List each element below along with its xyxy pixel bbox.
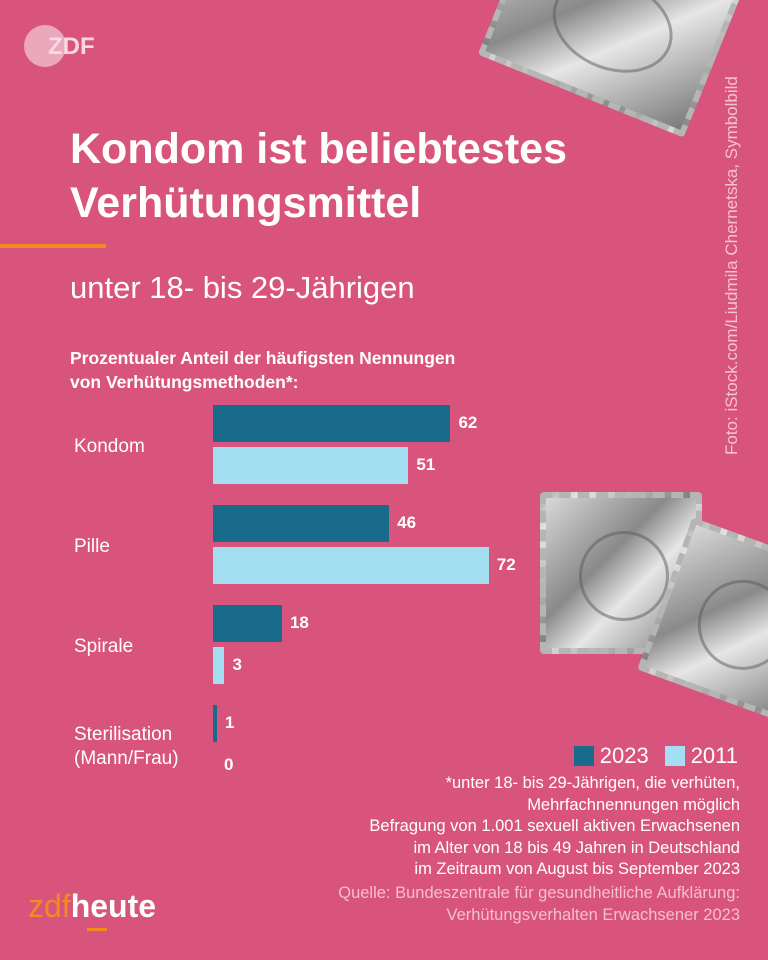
data-label: 62	[458, 413, 478, 432]
logo-heute: heute	[70, 888, 157, 924]
page-title: Kondom ist beliebtestes Verhütungsmittel	[70, 122, 567, 230]
category-label: Kondom	[74, 435, 145, 459]
source: Quelle: Bundeszentrale für gesundheitlic…	[338, 883, 740, 926]
data-label: 0	[224, 755, 234, 774]
bar-2023	[213, 605, 282, 642]
data-label: 18	[289, 613, 309, 632]
data-label: 72	[496, 555, 516, 574]
chart-title-line: Prozentualer Anteil der häufigsten Nennu…	[70, 348, 456, 368]
condom-packet-image	[477, 0, 745, 138]
bar-2011	[213, 547, 489, 584]
bar-2023	[213, 405, 451, 442]
logo-underline	[87, 928, 107, 931]
footnote-line: *unter 18- bis 29-Jährigen, die verhüten…	[445, 774, 740, 792]
chart-title-line: von Verhütungsmethoden*:	[70, 372, 299, 392]
bar-2011	[213, 447, 409, 484]
legend-swatch-2011	[664, 746, 685, 766]
bar-2023	[213, 705, 217, 742]
data-label: 3	[232, 655, 242, 674]
subtitle: unter 18- bis 29-Jährigen	[70, 270, 415, 305]
zdf-logo: ZDF	[24, 25, 95, 69]
source-line: Quelle: Bundeszentrale für gesundheitlic…	[338, 884, 740, 902]
category-label-line: Kondom	[74, 436, 145, 457]
category-label: Sterilisation (Mann/Frau)	[74, 723, 179, 771]
legend: 2023 2011	[573, 743, 738, 769]
zdfheute-logo: zdfheute	[28, 888, 156, 925]
data-label: 51	[416, 455, 436, 474]
data-label: 46	[397, 513, 417, 532]
footnote-line: im Zeitraum von August bis September 202…	[414, 860, 740, 878]
legend-label-2011: 2011	[690, 743, 738, 768]
bar-2011	[213, 647, 225, 684]
source-line: Verhütungsverhalten Erwachsener 2023	[446, 905, 740, 924]
footnote-line: Mehrfachnennungen möglich	[527, 795, 740, 814]
category-label-line: (Mann/Frau)	[74, 748, 179, 769]
accent-divider	[0, 244, 106, 248]
category-label-line: Spirale	[74, 636, 134, 657]
legend-label-2023: 2023	[599, 743, 649, 768]
legend-swatch-2023	[573, 746, 594, 766]
footnote-line: im Alter von 18 bis 49 Jahren in Deutsch…	[413, 838, 740, 857]
category-label: Spirale	[74, 635, 133, 659]
footnote-line: Befragung von 1.001 sexuell aktiven Erwa…	[369, 817, 740, 835]
logo-zdf: zdf	[28, 888, 71, 924]
data-label: 1	[224, 713, 235, 732]
category-label-line: Sterilisation	[74, 724, 173, 745]
bar-2023	[213, 505, 390, 542]
chart-title: Prozentualer Anteil der häufigsten Nennu…	[70, 346, 455, 394]
title-line: Kondom ist beliebtestes	[70, 125, 567, 173]
category-label-line: Pille	[74, 536, 110, 557]
footnotes: *unter 18- bis 29-Jährigen, die verhüten…	[369, 773, 740, 881]
category-label: Pille	[74, 535, 110, 559]
title-line: Verhütungsmittel	[70, 179, 422, 227]
photo-credit: Foto: iStock.com/Liudmila Chernetska, Sy…	[722, 76, 741, 455]
